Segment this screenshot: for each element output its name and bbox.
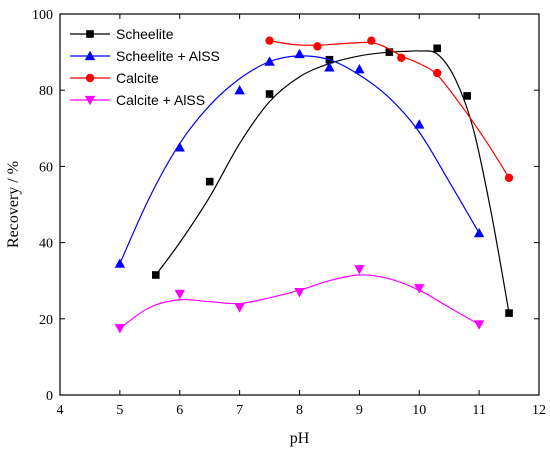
legend-label: Calcite + AlSS [116, 92, 205, 108]
y-tick-label: 40 [39, 237, 53, 252]
y-tick-label: 0 [46, 389, 53, 404]
data-point-calcite-alss [354, 265, 365, 275]
y-tick-label: 20 [39, 313, 53, 328]
legend-label: Scheelite + AlSS [116, 48, 220, 64]
data-point-calcite-alss [114, 324, 126, 334]
data-point-scheelite-alss [354, 64, 365, 74]
y-tick-label: 100 [32, 8, 53, 23]
y-tick-label: 80 [39, 84, 53, 99]
x-tick-label: 4 [57, 403, 64, 418]
data-point-calcite-alss [414, 284, 425, 294]
data-point-scheelite [433, 44, 442, 53]
data-point-scheelite [152, 271, 160, 279]
data-point-calcite-alss [294, 287, 305, 298]
data-point-scheelite [385, 48, 394, 56]
x-tick-label: 12 [532, 403, 546, 418]
y-axis-title: Recovery / % [5, 161, 22, 248]
legend-marker [86, 30, 94, 38]
data-point-calcite [504, 173, 514, 183]
x-tick-label: 11 [472, 403, 485, 418]
data-point-calcite [397, 53, 406, 63]
data-point-scheelite-alss [234, 85, 245, 95]
x-tick-label: 5 [116, 403, 123, 418]
legend-marker [84, 95, 96, 106]
data-point-calcite [313, 42, 322, 51]
data-point-calcite [367, 36, 376, 45]
x-tick-label: 10 [412, 403, 426, 418]
data-point-calcite [265, 36, 274, 45]
data-point-calcite-alss [234, 303, 245, 313]
series-scheelite-alss [114, 48, 485, 268]
series-calcite [265, 36, 514, 183]
legend-label: Scheelite [116, 26, 174, 42]
data-point-scheelite [205, 177, 214, 186]
data-point-calcite [433, 68, 442, 78]
data-point-scheelite-alss [294, 48, 305, 59]
data-point-calcite-alss [174, 289, 185, 300]
data-point-scheelite-alss [174, 142, 185, 152]
data-point-scheelite-alss [414, 119, 425, 129]
data-point-scheelite [505, 309, 513, 317]
series-line-scheelite [155, 50, 510, 314]
x-tick-label: 6 [176, 403, 183, 418]
data-point-scheelite-alss [264, 56, 275, 66]
legend-marker [85, 73, 95, 83]
series-calcite-alss [114, 265, 485, 334]
x-tick-label: 8 [296, 403, 303, 418]
data-point-calcite-alss [473, 320, 485, 330]
x-tick-label: 7 [236, 403, 243, 418]
data-point-scheelite-alss [473, 227, 485, 238]
x-tick-label: 9 [356, 403, 363, 418]
series-layer [114, 36, 514, 334]
data-point-scheelite-alss [324, 62, 335, 72]
legend: Scheelite Scheelite + AlSS Calcite Calcite … [70, 26, 220, 108]
data-point-scheelite [463, 92, 471, 100]
axis-layer: 4 5 6 7 8 9 10 11 12 0 20 40 60 80 100 [32, 8, 546, 418]
x-axis-title: pH [290, 430, 310, 447]
legend-label: Calcite [116, 70, 159, 86]
y-tick-label: 60 [39, 160, 53, 175]
data-point-scheelite [265, 90, 274, 98]
legend-marker [84, 50, 96, 61]
data-point-scheelite-alss [114, 258, 126, 268]
